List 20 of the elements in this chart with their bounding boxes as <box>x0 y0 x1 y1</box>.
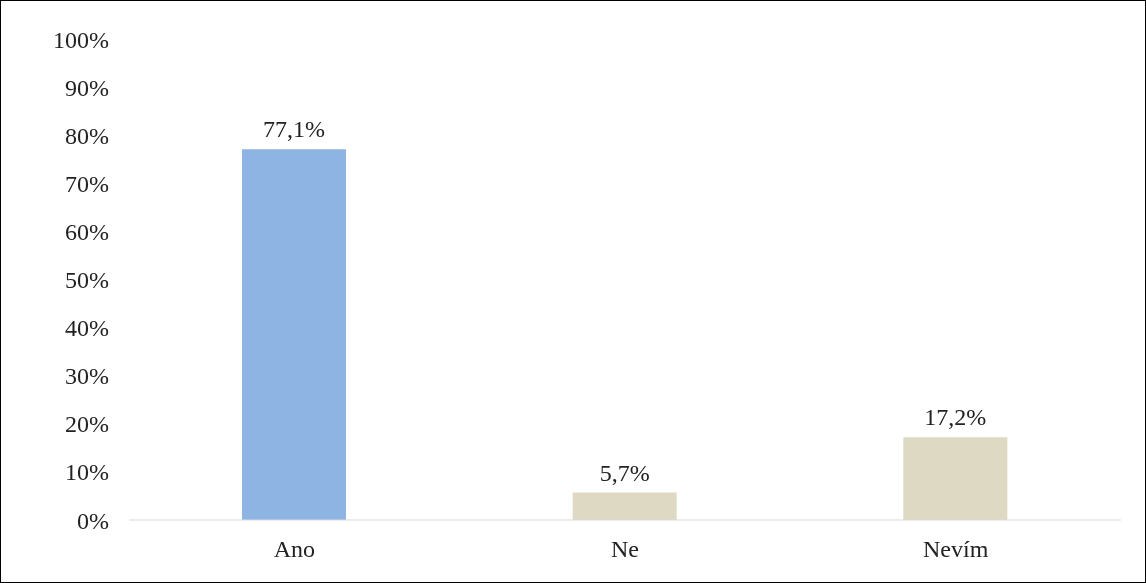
y-tick-label: 10% <box>65 459 109 486</box>
y-tick-label: 60% <box>65 218 109 245</box>
x-tick-label: Ano <box>273 536 316 563</box>
bar <box>903 437 1008 520</box>
data-label: 17,2% <box>924 404 987 431</box>
data-label: 5,7% <box>599 459 650 486</box>
y-tick-label: 100% <box>53 26 109 53</box>
bar <box>572 492 677 520</box>
data-label: 77,1% <box>263 116 325 143</box>
x-tick-label: Ne <box>611 536 639 563</box>
y-tick-label: 30% <box>65 363 109 390</box>
y-tick-label: 20% <box>65 411 109 438</box>
x-tick-label: Nevím <box>923 536 989 563</box>
y-tick-label: 90% <box>65 74 109 101</box>
y-tick-label: 40% <box>65 315 109 342</box>
y-tick-label: 0% <box>77 507 109 534</box>
bar <box>242 149 346 520</box>
y-tick-label: 50% <box>65 267 109 294</box>
y-tick-label: 80% <box>65 122 109 149</box>
y-tick-label: 70% <box>65 170 109 197</box>
